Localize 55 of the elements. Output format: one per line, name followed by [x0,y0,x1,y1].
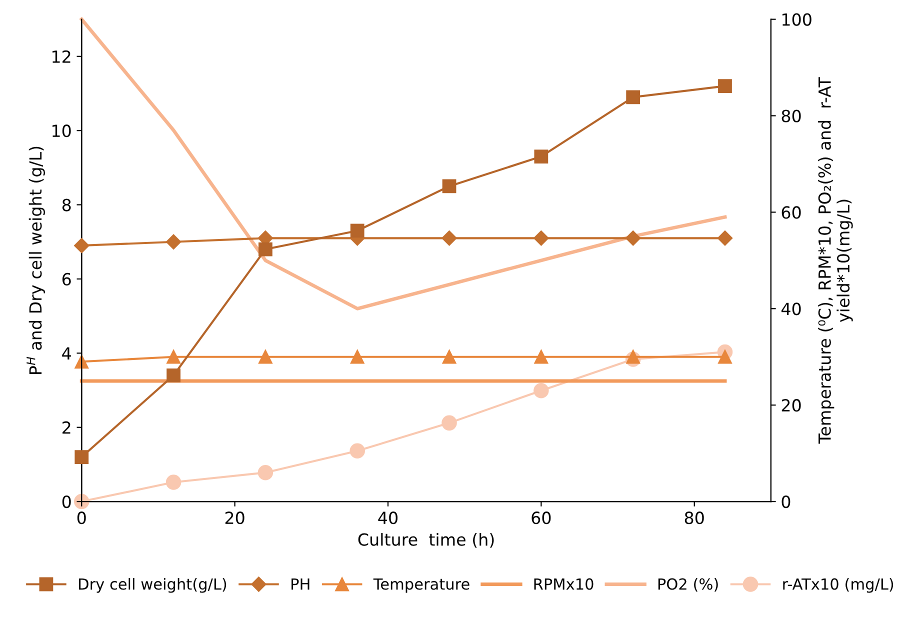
point [534,350,548,364]
point [166,350,180,364]
y2-tick-label: 60 [782,206,801,219]
point [166,234,182,250]
legend-label: Temperature [373,578,470,593]
y-tick-label: 2 [62,421,70,434]
point [350,350,364,364]
point [74,450,89,464]
legend-label: r-ATx10 (mg/L) [783,578,894,593]
x-tick-label: 0 [77,512,86,524]
point [718,79,732,94]
y-tick-label: 4 [62,347,71,360]
point [74,494,90,510]
y-tick-label: 6 [62,272,71,286]
y2-axis-title: Temperature (⁰C), RPM*10, PO₂(%) and r-AT yield*10(mg/L) [818,77,853,444]
x-tick-label: 60 [532,512,551,524]
point [717,230,733,246]
y-axis-title: P$^{H}$ and Dry cell weight (g/L) [26,146,45,374]
x-axis-title: Culture time (h) [358,532,494,548]
point [442,415,457,431]
point [166,474,182,490]
y-tick-label: 0 [62,496,71,508]
legend-label: PH [292,578,310,590]
point [258,350,272,364]
x-tick-label: 40 [378,512,398,524]
legend-label: RPMx10 [534,578,594,590]
point [258,242,272,256]
y2-tick-label: 100 [782,13,812,26]
point [718,350,732,364]
y-tick-label: 10 [52,124,71,138]
line-series [80,18,727,310]
point [534,230,549,246]
point [258,464,274,480]
point [534,382,549,398]
y2-tick-label: 80 [782,110,801,122]
legend-label: Dry cell weight(g/L) [79,578,226,593]
point [166,368,180,382]
y2-tick-label: 0 [782,496,790,508]
point [626,230,641,246]
point [626,350,640,364]
point [350,443,365,459]
x-tick-label: 80 [684,512,704,524]
y-tick-label: 12 [52,50,70,63]
x-tick-label: 20 [225,512,244,524]
point [442,230,457,246]
legend-label: PO2 (%) [658,578,718,592]
point [442,179,456,194]
point [626,90,640,104]
point [534,150,548,164]
y2-tick-label: 40 [781,302,801,316]
y2-tick-label: 20 [782,399,801,412]
y-tick-label: 8 [62,198,71,212]
point [74,238,90,254]
point [350,224,364,238]
point [442,350,456,364]
